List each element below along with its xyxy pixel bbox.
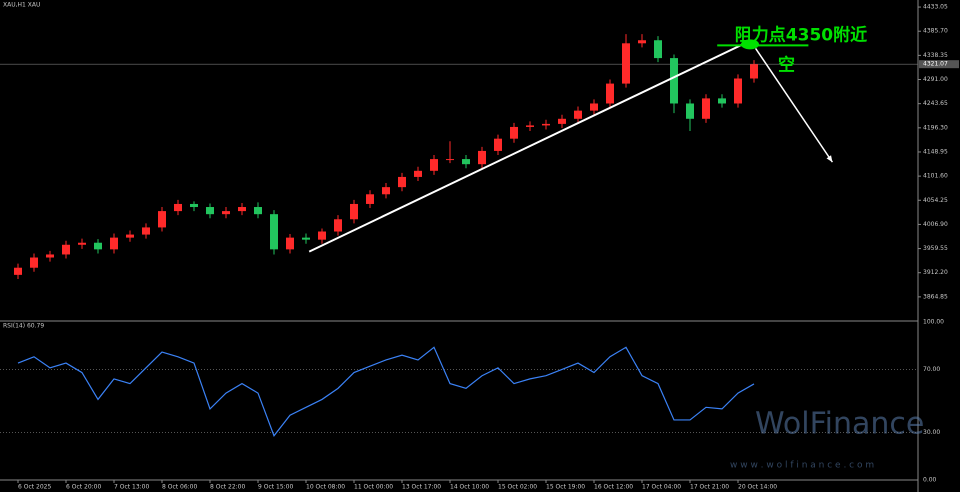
candle-body — [206, 207, 214, 215]
candle-body — [686, 103, 694, 119]
y-tick-label: 4101.60 — [923, 173, 948, 180]
candle-body — [510, 126, 518, 139]
candle-body — [190, 203, 198, 208]
candle-body — [558, 118, 566, 124]
x-tick-label: 13 Oct 17:00 — [402, 484, 441, 491]
candle-body — [270, 214, 278, 250]
candle-body — [574, 110, 582, 119]
x-tick-label: 8 Oct 06:00 — [162, 484, 197, 491]
annotation: 阻力点4350附近 — [735, 25, 867, 46]
x-tick-label: 9 Oct 15:00 — [258, 484, 293, 491]
x-tick-label: 11 Oct 00:00 — [354, 484, 393, 491]
candle-body — [238, 207, 246, 212]
watermark-title: WolFinance — [755, 407, 924, 442]
y-tick-label: 70.00 — [923, 366, 940, 373]
candle-body — [654, 40, 662, 59]
y-tick-label: 100.00 — [923, 319, 944, 326]
candle-body — [414, 170, 422, 177]
y-tick-label: 3959.55 — [923, 245, 948, 252]
arrow — [754, 47, 834, 163]
candle-body — [734, 78, 742, 104]
candle-body — [94, 242, 102, 250]
y-tick-label: 4291.00 — [923, 76, 948, 83]
candle-body — [78, 242, 86, 245]
candle-body — [590, 103, 598, 111]
y-tick-label: 4148.95 — [923, 148, 948, 155]
y-tick-label: 4196.30 — [923, 124, 948, 131]
y-tick-label: 4385.70 — [923, 28, 948, 35]
candle-body — [46, 254, 54, 258]
y-tick-label: 0.00 — [923, 477, 937, 484]
candle-body — [14, 267, 22, 275]
x-tick-label: 14 Oct 10:00 — [450, 484, 489, 491]
candle-body — [30, 257, 38, 268]
current-price-label: 4321.07 — [923, 61, 948, 68]
candle-body — [622, 43, 630, 84]
candle-body — [670, 58, 678, 104]
current-price-tag — [919, 60, 959, 69]
x-tick-label: 15 Oct 02:00 — [498, 484, 537, 491]
y-tick-label: 4338.35 — [923, 52, 948, 59]
x-tick-label: 17 Oct 21:00 — [690, 484, 729, 491]
trendline — [308, 39, 751, 253]
candle-body — [110, 237, 118, 250]
candle-body — [382, 187, 390, 195]
annotation: 空 — [778, 55, 795, 76]
x-tick-label: 7 Oct 13:00 — [114, 484, 149, 491]
y-tick-label: 3864.85 — [923, 293, 948, 300]
candle-body — [462, 159, 470, 165]
candle-body — [526, 125, 534, 127]
candle-body — [398, 176, 406, 188]
candle-body — [334, 219, 342, 232]
candle-body — [638, 40, 646, 44]
candle-body — [62, 244, 70, 255]
candle-body — [126, 234, 134, 238]
watermark-url: w w w . w o l f i n a n c e . c o m — [730, 461, 874, 471]
candle-body — [142, 227, 150, 235]
candle-body — [158, 211, 166, 228]
candle-body — [366, 194, 374, 204]
x-tick-label: 10 Oct 08:00 — [306, 484, 345, 491]
x-tick-label: 16 Oct 12:00 — [594, 484, 633, 491]
candle-body — [718, 98, 726, 104]
y-tick-label: 4054.25 — [923, 197, 948, 204]
resistance-point — [741, 39, 759, 50]
candle-body — [430, 159, 438, 171]
candle-body — [494, 138, 502, 151]
candle-body — [478, 150, 486, 165]
y-tick-label: 4006.90 — [923, 221, 948, 228]
candle-body — [542, 123, 550, 126]
arrow-head — [826, 155, 833, 163]
x-tick-label: 15 Oct 19:00 — [546, 484, 585, 491]
x-tick-label: 17 Oct 04:00 — [642, 484, 681, 491]
x-tick-label: 8 Oct 22:00 — [210, 484, 245, 491]
candle-body — [222, 211, 230, 215]
y-tick-label: 4433.05 — [923, 4, 948, 11]
x-tick-label: 6 Oct 2025 — [18, 484, 51, 491]
candle-body — [318, 231, 326, 240]
candle-body — [606, 83, 614, 104]
rsi-line — [17, 346, 755, 437]
y-tick-label: 30.00 — [923, 429, 940, 436]
x-tick-label: 20 Oct 14:00 — [738, 484, 777, 491]
chart-title: XAU,H1 XAU — [3, 2, 40, 9]
candle-body — [702, 98, 710, 119]
candle-body — [750, 64, 758, 79]
y-tick-label: 3912.20 — [923, 269, 948, 276]
candle-body — [254, 207, 262, 215]
rsi-title: RSI(14) 60.79 — [3, 323, 44, 330]
x-tick-label: 6 Oct 20:00 — [66, 484, 101, 491]
candle-body — [286, 237, 294, 250]
candle-body — [302, 237, 310, 240]
y-tick-label: 4243.65 — [923, 100, 948, 107]
candle-body — [350, 203, 358, 220]
candle-body — [446, 159, 454, 161]
candle-body — [174, 203, 182, 212]
